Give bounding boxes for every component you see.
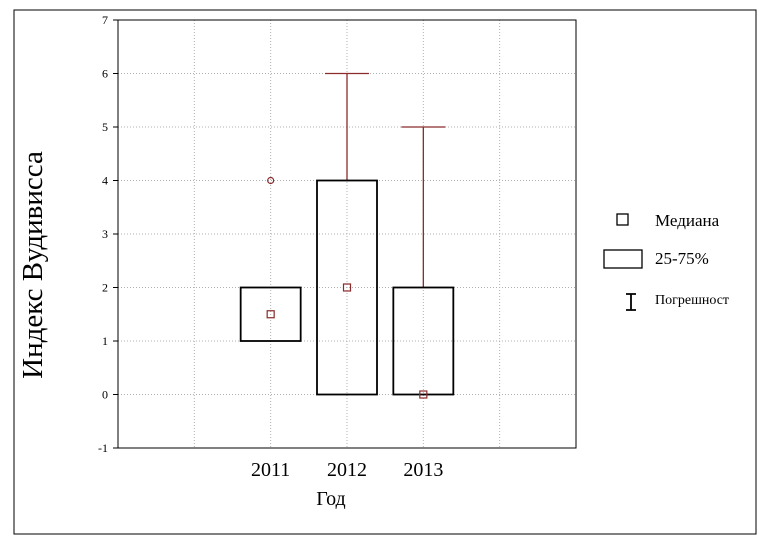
y-axis-label: Индекс Вудивисса bbox=[17, 151, 49, 379]
median-marker-2011 bbox=[266, 310, 275, 319]
y-axis-ticks: -1 0 1 2 3 4 5 6 7 bbox=[98, 13, 118, 455]
y-tick-label: 3 bbox=[102, 227, 108, 241]
legend-item-range: 25-75% bbox=[603, 249, 709, 269]
legend-median-label: Медиана bbox=[655, 211, 720, 230]
y-tick-label: 2 bbox=[102, 281, 108, 295]
y-tick-label: -1 bbox=[98, 441, 108, 455]
box-2011 bbox=[239, 286, 302, 342]
legend-median-marker bbox=[616, 213, 629, 226]
box-2013 bbox=[392, 286, 455, 396]
outlier-point-2011 bbox=[267, 176, 275, 185]
box-marks bbox=[239, 72, 455, 399]
legend-item-median: Медиана bbox=[616, 211, 720, 230]
legend-range-box bbox=[603, 249, 643, 269]
y-tick-label: 0 bbox=[102, 388, 108, 402]
box-2012 bbox=[316, 179, 378, 396]
x-axis-label: Год bbox=[316, 488, 345, 510]
x-axis-ticks: 2011 2012 2013 bbox=[251, 459, 443, 481]
x-tick-label: 2013 bbox=[403, 459, 443, 481]
median-marker-2013 bbox=[419, 390, 428, 399]
legend-error-label: Погрешност bbox=[655, 293, 729, 308]
y-tick-label: 6 bbox=[102, 67, 108, 81]
y-tick-label: 7 bbox=[102, 13, 108, 27]
legend: Медиана 25-75% Погрешност bbox=[603, 211, 729, 311]
y-tick-label: 5 bbox=[102, 120, 108, 134]
legend-range-label: 25-75% bbox=[655, 249, 709, 268]
median-marker-2012 bbox=[342, 283, 352, 292]
legend-item-error: Погрешност bbox=[626, 293, 729, 311]
x-tick-label: 2011 bbox=[251, 459, 290, 481]
y-tick-label: 1 bbox=[102, 334, 108, 348]
x-tick-label: 2012 bbox=[327, 459, 367, 481]
legend-error-whisker bbox=[626, 293, 636, 311]
outer-border bbox=[13, 9, 757, 535]
y-tick-label: 4 bbox=[102, 174, 108, 188]
